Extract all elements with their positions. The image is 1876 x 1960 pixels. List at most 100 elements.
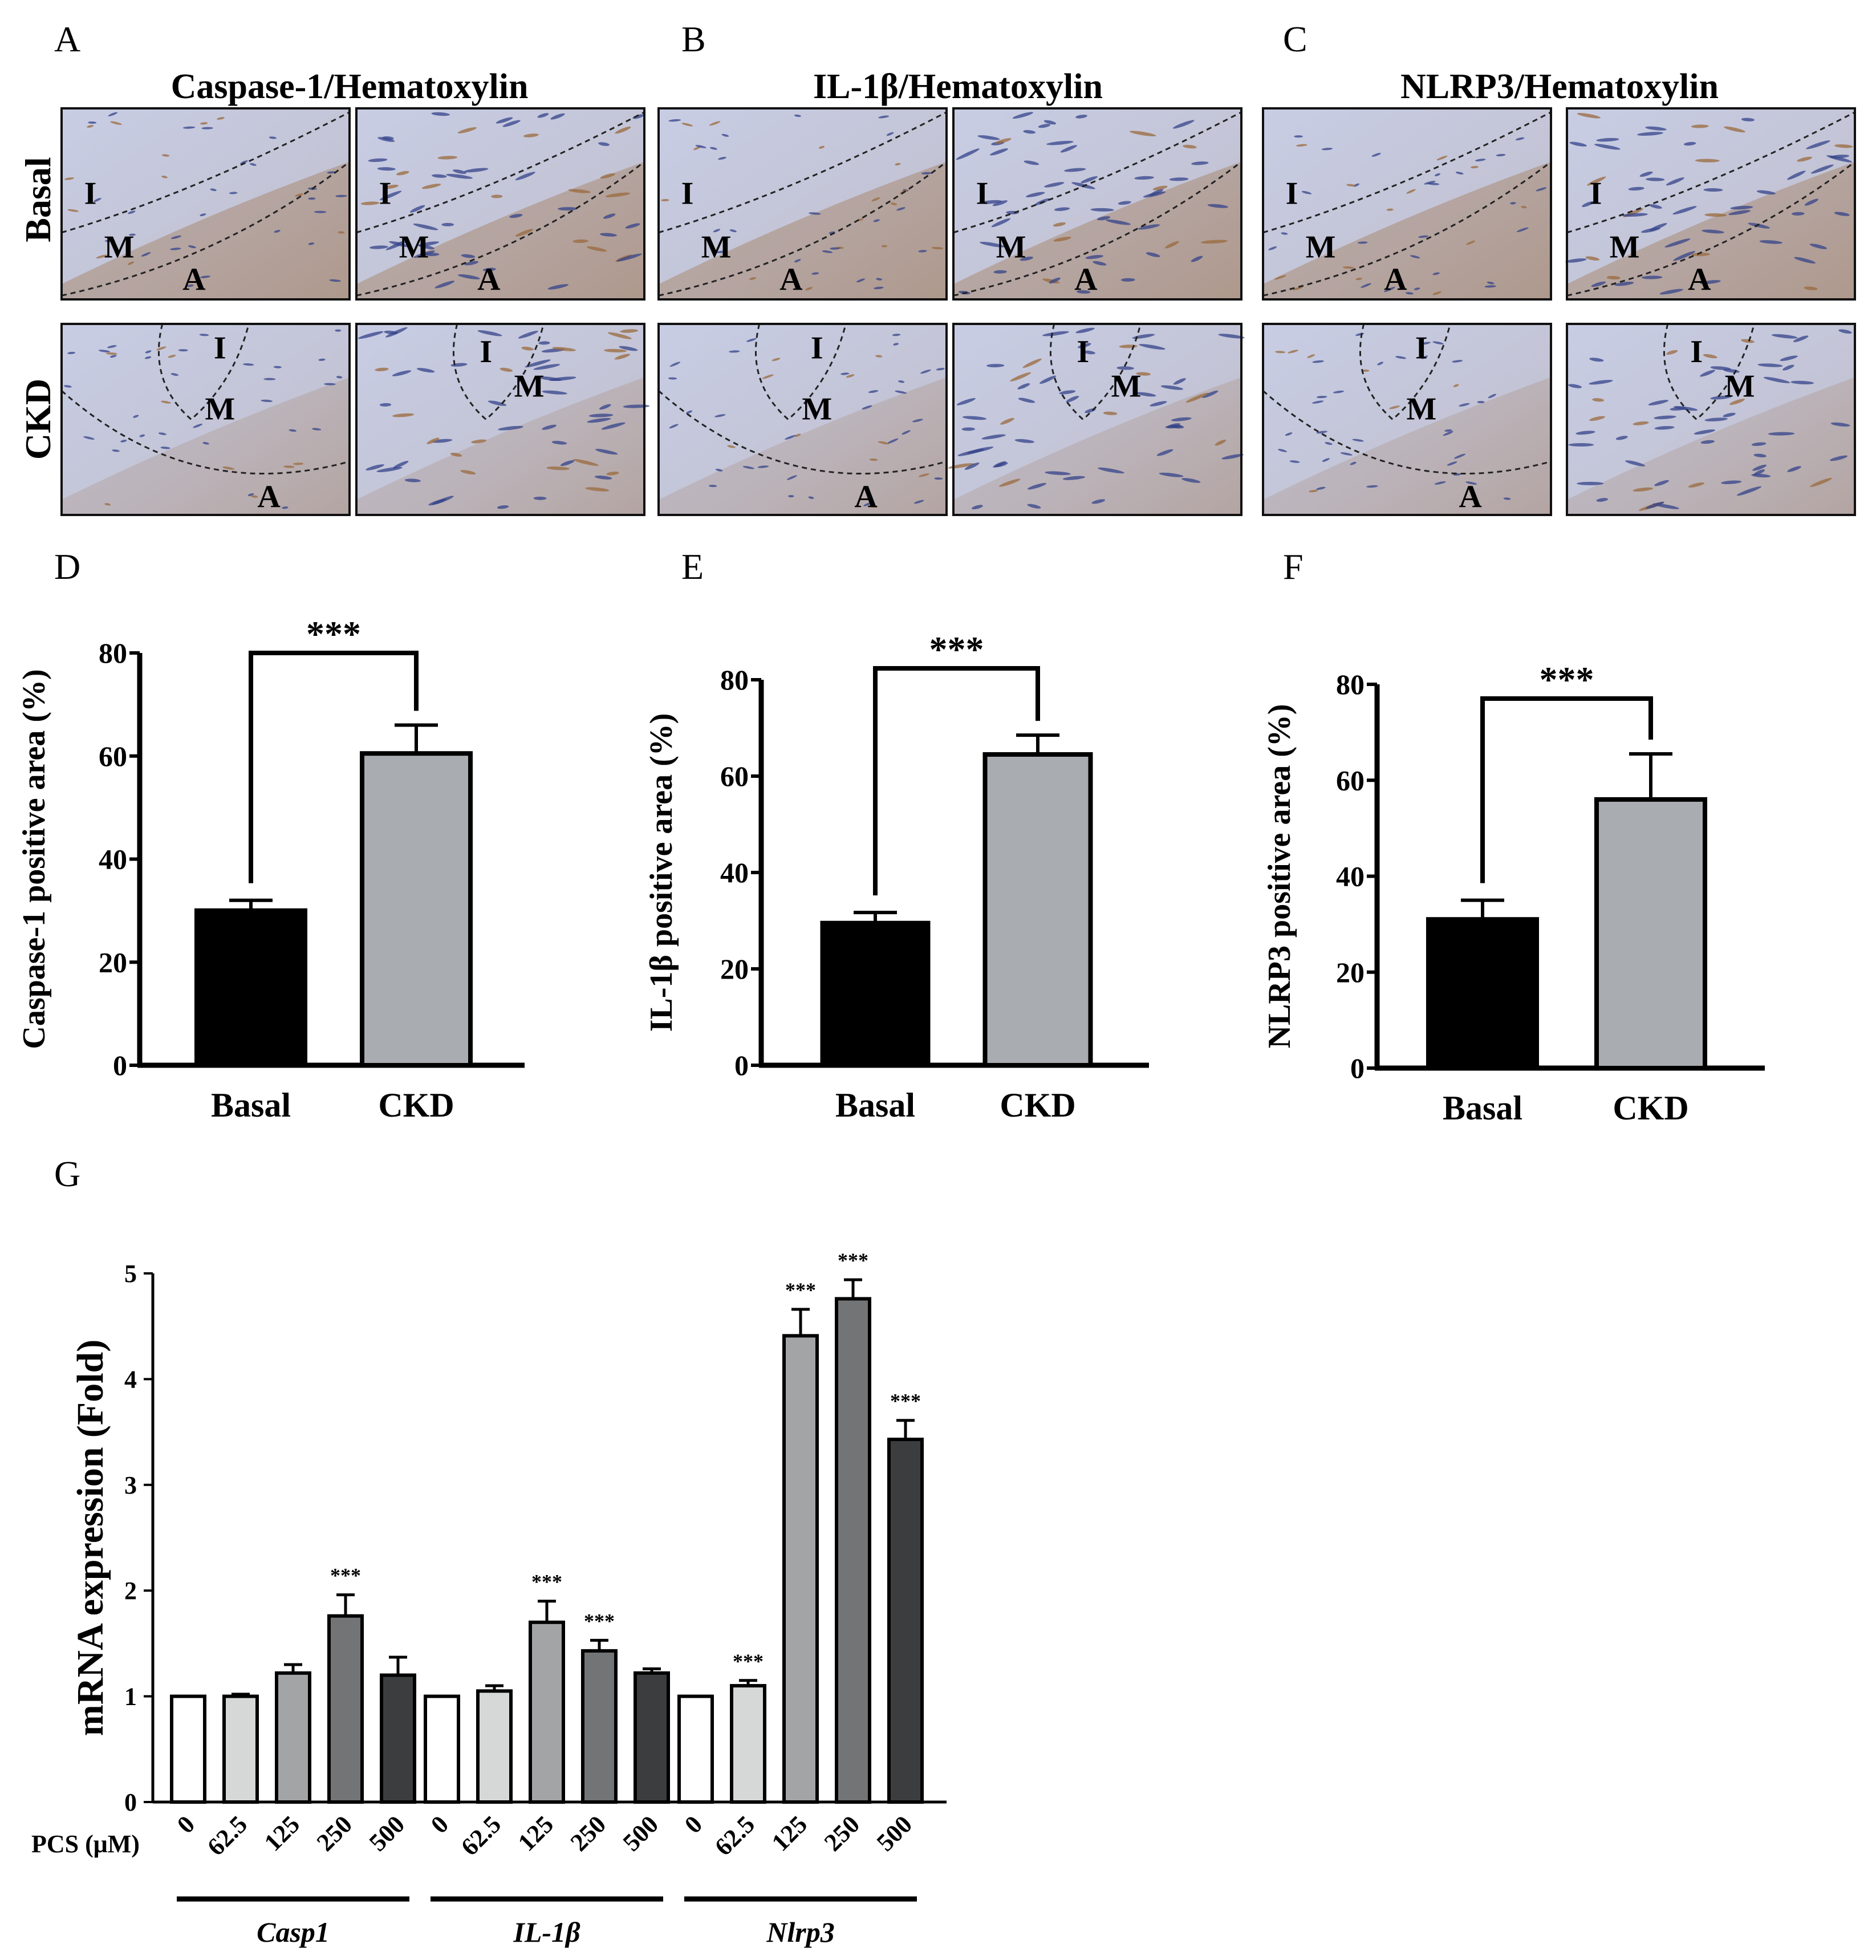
cell-nucleus	[1312, 400, 1324, 404]
x-category-label: CKD	[378, 1086, 454, 1124]
micrograph-background	[659, 108, 947, 299]
cell-nucleus	[1453, 384, 1459, 387]
cell-nucleus	[1093, 261, 1107, 266]
cell-nucleus	[600, 233, 617, 237]
cell-nucleus	[605, 192, 631, 197]
cell-nucleus	[1673, 406, 1698, 411]
cell-nucleus	[669, 424, 679, 429]
cell-nucleus	[457, 127, 477, 133]
cell-nucleus	[67, 351, 76, 355]
cell-nucleus	[902, 430, 911, 435]
intima-boundary	[658, 111, 947, 234]
region-label: A	[182, 262, 206, 297]
cell-nucleus	[1059, 390, 1076, 395]
cell-nucleus	[1654, 415, 1676, 420]
media-boundary	[61, 161, 350, 297]
y-tick-label: 0	[124, 1788, 137, 1816]
cell-nucleus	[713, 229, 721, 233]
x-category-label: Basal	[211, 1086, 291, 1124]
media-boundary	[1566, 161, 1855, 297]
cell-nucleus	[980, 200, 1002, 204]
cell-nucleus	[1659, 289, 1683, 295]
cell-nucleus	[931, 247, 944, 250]
cell-nucleus	[393, 461, 409, 469]
cell-nucleus	[145, 350, 152, 354]
region-label: I	[1077, 334, 1089, 370]
x-tick-label: 500	[618, 1810, 664, 1856]
cell-nucleus	[1475, 159, 1486, 162]
micrograph-frame	[952, 323, 1242, 516]
cell-nucleus	[263, 378, 276, 380]
bar-ckd	[1594, 797, 1707, 1071]
micrograph-c-ckd-high: IM	[1566, 323, 1856, 516]
region-label: M	[1111, 368, 1142, 404]
intima-boundary	[1663, 323, 1755, 421]
cell-nucleus	[1191, 161, 1209, 165]
cell-nucleus	[1768, 432, 1795, 436]
cell-nucleus	[450, 452, 462, 457]
row-label-ckd: CKD	[18, 379, 58, 460]
y-tick-label: 40	[1336, 861, 1365, 892]
bar-casp1-500	[380, 1673, 416, 1804]
cell-nucleus	[1066, 396, 1079, 403]
cell-nucleus	[496, 117, 513, 124]
cell-nucleus	[1191, 255, 1203, 262]
cell-nucleus	[1316, 431, 1327, 434]
bar-il-1β-500	[634, 1671, 670, 1804]
cell-nucleus	[1648, 400, 1669, 405]
micrograph-frame	[1262, 323, 1552, 516]
intima-boundary	[61, 111, 350, 234]
cell-nucleus	[477, 330, 502, 336]
adventitia-stain	[1567, 377, 1855, 515]
cell-nucleus	[201, 127, 213, 129]
region-label: A	[257, 480, 281, 515]
cell-nucleus	[1389, 405, 1400, 409]
cell-nucleus	[785, 435, 797, 440]
region-label: I	[480, 334, 492, 370]
cell-nucleus	[1452, 360, 1463, 363]
cell-nucleus	[1606, 275, 1621, 280]
bar-nlrp3-500	[887, 1438, 924, 1804]
cell-nucleus	[936, 368, 945, 371]
significance-bracket	[873, 666, 1040, 896]
region-label: I	[681, 176, 694, 212]
intima-boundary	[356, 111, 645, 234]
cell-nucleus	[521, 346, 534, 351]
y-tick-label: 0	[113, 1049, 127, 1081]
cell-nucleus	[1568, 443, 1594, 447]
bar-il-1β-125	[529, 1620, 565, 1804]
cell-nucleus	[312, 428, 322, 431]
cell-nucleus	[240, 160, 248, 164]
cell-nucleus	[1049, 277, 1061, 284]
cell-nucleus	[604, 348, 627, 353]
significance-stars: ***	[330, 1564, 361, 1587]
cell-nucleus	[1200, 240, 1228, 244]
cell-nucleus	[1834, 212, 1850, 216]
y-tick-label: 80	[1336, 668, 1365, 700]
cell-nucleus	[895, 163, 901, 166]
cell-nucleus	[695, 145, 706, 148]
cell-nucleus	[1333, 390, 1344, 393]
cell-nucleus	[94, 197, 101, 202]
cell-nucleus	[1060, 145, 1078, 153]
micrograph-b-basal-low: IM A	[657, 107, 948, 301]
cell-nucleus	[1780, 355, 1798, 362]
cell-nucleus	[1024, 160, 1039, 165]
cell-nucleus	[957, 449, 984, 456]
bar-casp1-62.5	[222, 1694, 259, 1804]
cell-nucleus	[188, 245, 196, 249]
gene-label: Casp1	[257, 1916, 330, 1948]
cell-nucleus	[1018, 397, 1036, 403]
significance-stars: ***	[584, 1609, 615, 1632]
cell-nucleus	[921, 172, 932, 175]
cell-nucleus	[141, 252, 151, 257]
cell-nucleus	[1383, 286, 1395, 293]
cell-nucleus	[881, 245, 888, 247]
cell-nucleus	[1038, 124, 1051, 128]
cell-nucleus	[1568, 384, 1582, 388]
cell-nucleus	[161, 176, 168, 178]
cell-nucleus	[1730, 205, 1753, 210]
cell-nucleus	[1424, 181, 1436, 185]
cell-nucleus	[360, 201, 380, 205]
adventitia-stain	[62, 377, 350, 515]
